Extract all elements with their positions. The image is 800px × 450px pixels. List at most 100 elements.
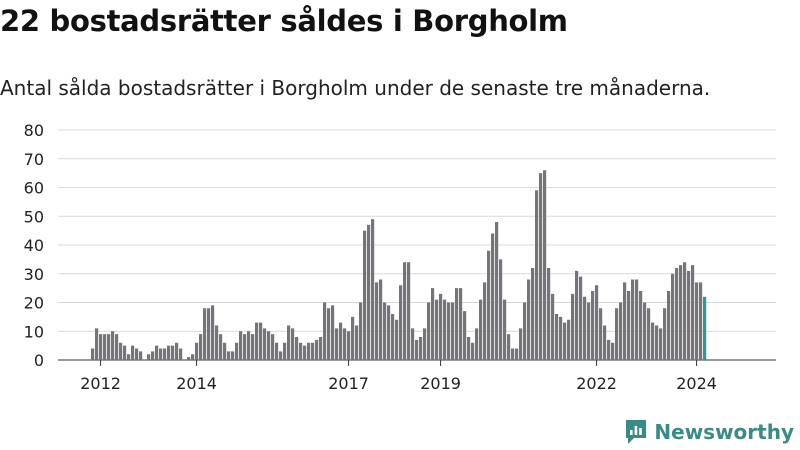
- bar: [395, 319, 399, 360]
- bar: [127, 354, 131, 360]
- bar: [627, 291, 631, 360]
- bar: [147, 354, 151, 360]
- bar: [267, 331, 271, 360]
- bar: [691, 265, 695, 360]
- bar: [663, 308, 667, 360]
- bar: [443, 299, 447, 360]
- bar: [179, 348, 183, 360]
- bar: [463, 311, 467, 360]
- bar: [535, 190, 539, 360]
- bar: [231, 351, 235, 360]
- bar: [495, 222, 499, 360]
- bar: [487, 250, 491, 360]
- bar: [555, 314, 559, 360]
- bar: [551, 293, 555, 360]
- bar: [219, 334, 223, 360]
- x-tick-label: 2024: [676, 374, 717, 393]
- y-tick-label: 60: [24, 179, 44, 198]
- bar: [271, 334, 275, 360]
- bar: [675, 268, 679, 360]
- bar: [667, 291, 671, 360]
- y-tick-label: 20: [24, 294, 44, 313]
- bar-chart: 0 10 20 30 40 50 60 70 80 2012 2014 2017 2019 2022 202…: [24, 110, 776, 393]
- bar: [399, 285, 403, 360]
- bar: [131, 345, 135, 360]
- bar: [375, 282, 379, 360]
- bar: [515, 348, 519, 360]
- bar: [235, 342, 239, 360]
- chart-subtitle: Antal sålda bostadsrätter i Borgholm und…: [0, 76, 711, 100]
- bar: [91, 348, 95, 360]
- bar: [211, 305, 215, 360]
- bar: [199, 334, 203, 360]
- y-tick-label: 80: [24, 121, 44, 140]
- bar: [355, 325, 359, 360]
- bar: [371, 219, 375, 360]
- bar: [99, 334, 103, 360]
- bar: [339, 322, 343, 360]
- bar: [671, 273, 675, 360]
- bar: [315, 339, 319, 360]
- bar: [583, 296, 587, 360]
- bar: [203, 308, 207, 360]
- bar: [307, 342, 311, 360]
- bar: [635, 279, 639, 360]
- bar: [303, 345, 307, 360]
- bar: [287, 325, 291, 360]
- bar: [451, 302, 455, 360]
- bar: [283, 342, 287, 360]
- bar: [539, 173, 543, 360]
- newsworthy-logo-icon: [626, 420, 647, 444]
- bar: [679, 265, 683, 360]
- bar: [659, 328, 663, 360]
- bar: [491, 233, 495, 360]
- bar: [639, 291, 643, 360]
- bar: [563, 322, 567, 360]
- bar: [187, 357, 191, 360]
- bar: [623, 282, 627, 360]
- bar: [503, 299, 507, 360]
- bar: [431, 288, 435, 360]
- y-tick-label: 50: [24, 207, 44, 226]
- bar: [643, 302, 647, 360]
- bar: [279, 351, 283, 360]
- bar: [335, 328, 339, 360]
- bar: [507, 334, 511, 360]
- bar: [471, 342, 475, 360]
- bar: [243, 334, 247, 360]
- bar: [407, 262, 411, 360]
- chart-title: 22 bostadsrätter såldes i Borgholm: [0, 4, 568, 38]
- brand-logo: Newsworthy: [624, 418, 794, 446]
- bar: [115, 334, 119, 360]
- bar: [111, 331, 115, 360]
- bar: [291, 328, 295, 360]
- bar: [275, 342, 279, 360]
- bar: [167, 345, 171, 360]
- bar: [511, 348, 515, 360]
- bar: [455, 288, 459, 360]
- bar: [175, 342, 179, 360]
- bar: [479, 299, 483, 360]
- x-tick-label: 2019: [420, 374, 461, 393]
- bar: [567, 319, 571, 360]
- y-tick-label: 30: [24, 265, 44, 284]
- bar: [139, 351, 143, 360]
- bar: [259, 322, 263, 360]
- bar: [631, 279, 635, 360]
- bar: [523, 302, 527, 360]
- bar: [547, 268, 551, 360]
- bar: [391, 314, 395, 360]
- bar: [447, 302, 451, 360]
- bar: [295, 337, 299, 360]
- bar: [367, 224, 371, 360]
- x-tick-label: 2014: [176, 374, 217, 393]
- y-tick-label: 0: [34, 351, 44, 370]
- bar: [323, 302, 327, 360]
- bar: [543, 170, 547, 360]
- bar: [103, 334, 107, 360]
- bar: [699, 282, 703, 360]
- bar: [403, 262, 407, 360]
- bar: [703, 296, 707, 360]
- bar: [119, 342, 123, 360]
- bar: [347, 331, 351, 360]
